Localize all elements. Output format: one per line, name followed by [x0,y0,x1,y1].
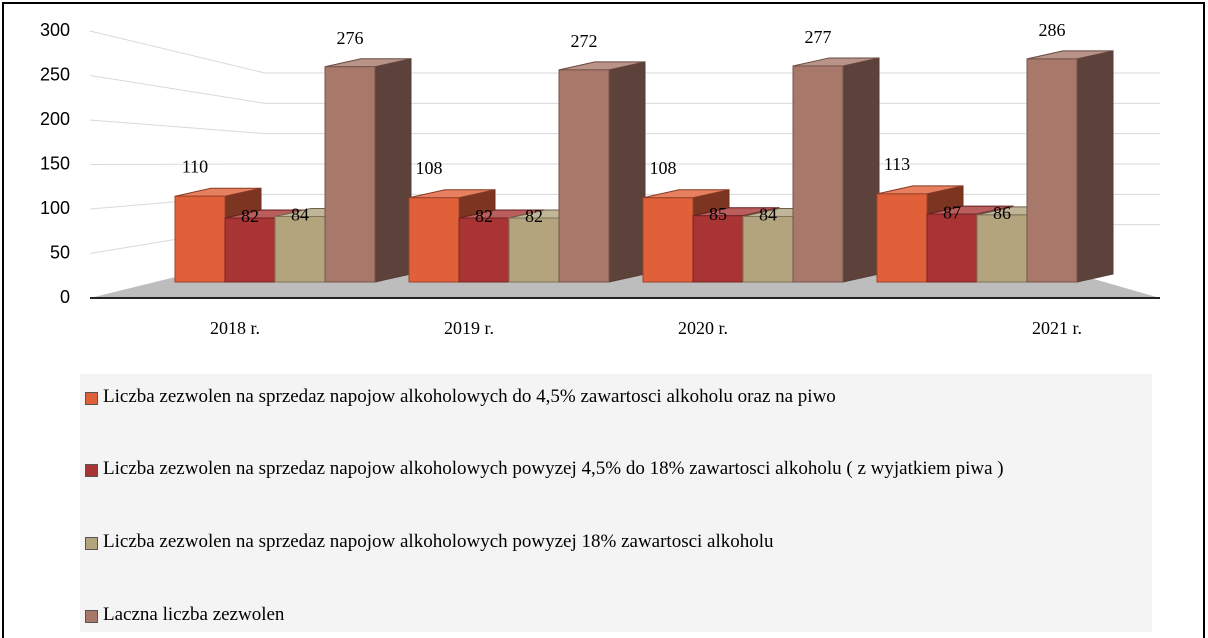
y-tick-label: 50 [50,242,70,262]
bar-side [374,58,412,283]
legend-label: Liczba zezwolen na sprzedaz napojow alko… [103,458,1004,479]
data-label: 84 [759,205,777,225]
x-tick-label: 2020 r. [678,318,728,338]
bar-side [1076,50,1114,283]
legend: Liczba zezwolen na sprzedaz napojow alko… [80,374,1152,632]
bar [324,58,412,283]
bar-front [792,65,844,283]
bar-front [224,217,276,283]
data-label: 82 [525,206,543,226]
legend-item: Liczba zezwolen na sprzedaz napojow alko… [85,529,1145,555]
bar-front [742,215,794,283]
bar-front [508,217,560,283]
bar-front [174,195,226,283]
bar-front [274,215,326,283]
legend-item: Liczba zezwolen na sprzedaz napojow alko… [85,384,1145,410]
data-label: 277 [805,27,832,47]
bar [558,61,646,283]
y-tick-label: 200 [40,109,70,129]
bar-front [1026,58,1078,283]
legend-item: Laczna liczba zezwolen [85,602,1145,628]
legend-label: Liczba zezwolen na sprzedaz napojow alko… [103,531,774,552]
legend-swatch [85,392,98,405]
y-tick-label: 150 [40,153,70,173]
data-label: 82 [241,206,259,226]
bar-front [408,197,460,283]
data-label: 272 [571,31,598,51]
data-label: 113 [884,154,910,174]
data-label: 85 [709,204,727,224]
bar [1026,50,1114,283]
legend-swatch [85,537,98,550]
data-label: 82 [475,206,493,226]
bar-front [976,214,1028,283]
legend-swatch [85,610,98,623]
bar-front [324,66,376,283]
y-tick-label: 300 [40,20,70,40]
y-tick-label: 250 [40,64,70,84]
data-label: 86 [993,203,1011,223]
bar-front [458,217,510,283]
data-label: 108 [416,158,443,178]
bar-front [692,215,744,283]
legend-label: Laczna liczba zezwolen [103,604,285,625]
bar-front [558,69,610,283]
bar [792,57,880,283]
bar-front [642,197,694,283]
data-label: 276 [337,28,364,48]
y-tick-label: 100 [40,198,70,218]
data-label: 286 [1039,20,1066,40]
data-label: 108 [650,158,677,178]
y-tick-label: 0 [60,287,70,307]
bar-front [876,193,928,283]
bar-side [842,57,880,283]
legend-item: Liczba zezwolen na sprzedaz napojow alko… [85,456,1145,482]
legend-swatch [85,464,98,477]
data-label: 110 [182,156,208,176]
x-tick-label: 2018 r. [210,318,260,338]
bar-front [926,213,978,283]
legend-label: Liczba zezwolen na sprzedaz napojow alko… [103,386,836,407]
data-label: 87 [943,202,961,222]
data-label: 84 [291,205,309,225]
x-tick-label: 2019 r. [444,318,494,338]
bar-side [608,61,646,283]
x-tick-label: 2021 r. [1032,318,1082,338]
